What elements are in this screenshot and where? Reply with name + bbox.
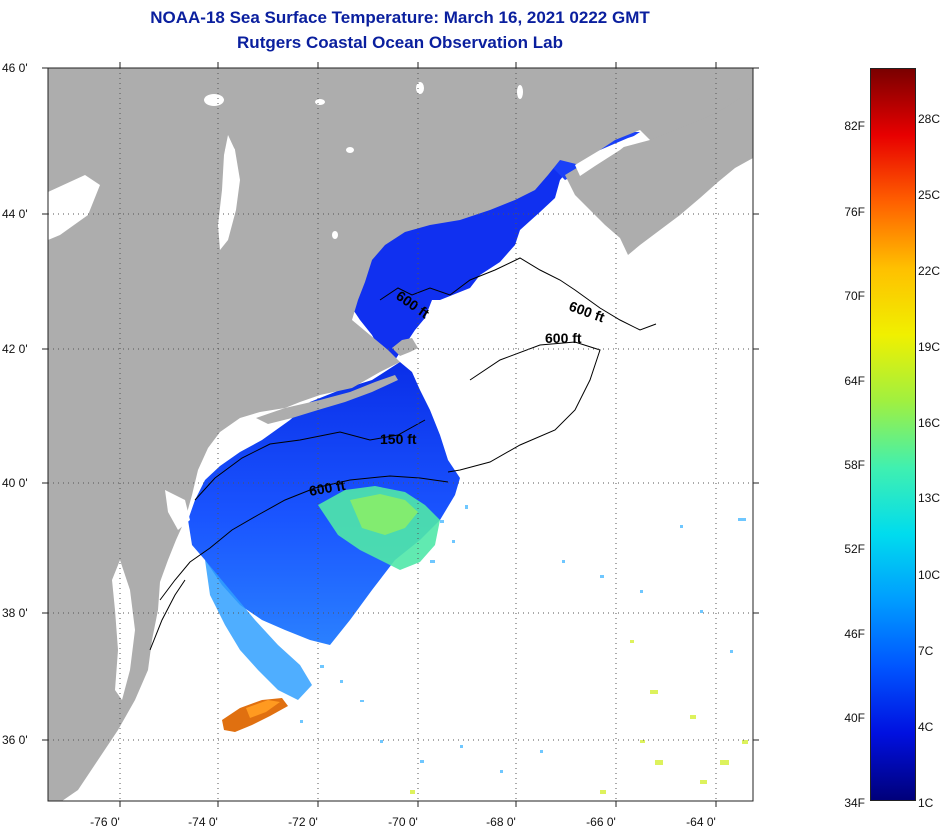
- lake-ontario-region: [48, 175, 100, 240]
- inland-water: [48, 82, 640, 700]
- contour-label-150ft: 150 ft: [380, 431, 417, 447]
- contour-label-600ft-3: 600 ft: [545, 330, 582, 346]
- sst-scattered-pixels: [300, 505, 746, 773]
- cbar-f-52: 52F: [844, 542, 865, 556]
- depth-contours: [149, 257, 657, 651]
- lon-label-72: -72 0': [288, 815, 318, 829]
- cbar-c-7: 7C: [918, 644, 934, 658]
- cbar-f-64: 64F: [844, 374, 865, 388]
- lat-label-46: 46 0': [2, 61, 28, 75]
- lon-label-66: -66 0': [586, 815, 616, 829]
- cbar-c-10: 10C: [918, 568, 941, 582]
- land-nova-scotia: [565, 92, 753, 255]
- axis-ticks: [42, 62, 759, 807]
- land-us-northeast: [48, 68, 753, 801]
- lon-label-70: -70 0': [388, 815, 418, 829]
- cbar-c-4: 4C: [918, 720, 934, 734]
- cbar-c-25: 25C: [918, 188, 941, 202]
- lake-champlain: [218, 135, 240, 250]
- lon-label-64: -64 0': [686, 815, 716, 829]
- sst-green-core: [350, 494, 418, 535]
- lat-label-40: 40 0': [2, 476, 28, 490]
- lon-label-74: -74 0': [188, 815, 218, 829]
- cbar-c-1: 1C: [918, 796, 934, 810]
- contour-georges-bank: [447, 341, 601, 473]
- cbar-f-76: 76F: [844, 205, 865, 219]
- sst-lower-shelf: [205, 560, 312, 700]
- map-subtitle: Rutgers Coastal Ocean Observation Lab: [237, 33, 563, 52]
- sst-gulfstream-core: [246, 700, 280, 718]
- lat-label-36: 36 0': [2, 733, 28, 747]
- cbar-f-40: 40F: [844, 711, 865, 725]
- bay-of-fundy: [575, 134, 640, 176]
- graticule: [48, 68, 753, 801]
- cbar-f-82: 82F: [844, 119, 865, 133]
- contour-coastal: [149, 579, 186, 651]
- sst-field: [188, 132, 748, 794]
- contour-600ft-gom: [379, 257, 657, 331]
- land-mass: [48, 68, 753, 801]
- cbar-c-13: 13C: [918, 491, 941, 505]
- lat-label-38: 38 0': [2, 606, 28, 620]
- chesapeake-bay: [112, 560, 135, 700]
- lat-label-42: 42 0': [2, 342, 28, 356]
- cbar-f-58: 58F: [844, 458, 865, 472]
- land-long-island: [256, 375, 398, 424]
- map-frame: [47, 67, 754, 802]
- cbar-c-19: 19C: [918, 340, 941, 354]
- map-title: NOAA-18 Sea Surface Temperature: March 1…: [150, 8, 650, 27]
- land-cape-cod: [392, 338, 418, 356]
- cbar-c-28: 28C: [918, 112, 941, 126]
- contour-150ft: [194, 419, 426, 501]
- cbar-f-46: 46F: [844, 627, 865, 641]
- delaware-bay: [165, 490, 190, 530]
- temperature-colorbar: [870, 68, 916, 801]
- cbar-c-16: 16C: [918, 416, 941, 430]
- cbar-f-34: 34F: [844, 796, 865, 810]
- lon-label-68: -68 0': [486, 815, 516, 829]
- lon-label-76: -76 0': [90, 815, 120, 829]
- lat-label-44: 44 0': [2, 207, 28, 221]
- cbar-c-22: 22C: [918, 264, 941, 278]
- contour-shelf-break: [159, 475, 449, 601]
- cbar-f-70: 70F: [844, 289, 865, 303]
- sst-warm-pixels: [410, 640, 748, 794]
- sst-gulf-of-maine: [350, 150, 575, 360]
